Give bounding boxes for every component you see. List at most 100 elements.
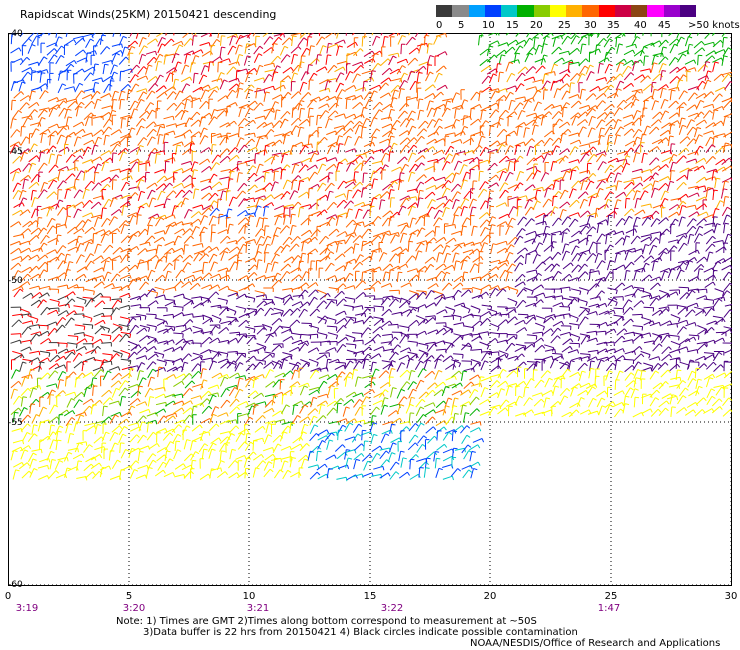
wind-barb-flag [181,141,184,146]
wind-barb [37,83,46,90]
wind-barb [199,296,210,300]
wind-barb-flag [695,158,698,163]
wind-barb-flag [514,111,518,116]
wind-barb-flag [363,292,367,296]
wind-barb [184,274,194,280]
wind-barb [47,309,57,315]
wind-barb [108,228,118,235]
wind-barb-flag [99,156,103,161]
wind-barb [639,190,646,200]
wind-barb-flag [40,87,43,92]
wind-barb [21,67,31,73]
wind-barb [153,236,163,244]
wind-barb [451,191,458,201]
wind-barb-flag [562,209,567,212]
wind-barb [191,49,202,55]
wind-barb-flag [106,46,111,50]
wind-barb-flag [82,307,84,312]
wind-barb [561,170,567,181]
wind-barb [92,82,96,93]
wind-barb-flag [689,260,694,263]
wind-barb-flag [222,190,227,193]
wind-barb-flag [617,180,623,183]
wind-barb-flag [51,217,56,221]
wind-barb-flag [463,302,466,307]
wind-barb [460,99,465,110]
wind-barb [335,162,340,173]
wind-barb-flag [677,120,680,125]
wind-barb-flag [67,188,72,191]
wind-barb [274,109,277,120]
wind-barb [407,171,412,182]
wind-barb-flag [53,54,58,58]
wind-barb [658,56,666,65]
wind-barb [146,56,155,66]
wind-barb [246,67,255,75]
wind-barb-flag [471,138,475,143]
wind-barb-flag [232,196,237,200]
wind-barb-flag [154,182,158,187]
wind-barb-flag [155,255,159,259]
wind-barb [209,273,220,279]
wind-barb [351,94,362,101]
wind-barb-flag [229,178,234,180]
wind-barb [264,156,273,163]
wind-barb-flag [398,68,401,74]
wind-barb-flag [721,106,725,111]
wind-barb [606,76,614,85]
wind-barb-plot [8,33,732,586]
wind-barb-flag [60,54,65,59]
wind-barb [325,163,335,171]
wind-barb-flag [352,219,357,224]
wind-barb [111,298,122,301]
wind-barb [200,112,210,120]
wind-barb-flag [47,129,51,134]
wind-barb [73,189,81,199]
wind-barb [712,208,716,219]
wind-barb [210,162,217,171]
wind-barb [677,305,688,308]
wind-barb-flag [265,205,270,208]
wind-barb-flag [102,207,107,209]
wind-barb-flag [183,134,186,139]
wind-barb [129,64,138,73]
wind-barb [489,140,498,148]
wind-barb-flag [592,146,597,151]
wind-barb [487,174,497,182]
wind-barb [236,68,247,73]
wind-barb-flag [371,70,376,72]
wind-barb-flag [723,55,728,58]
wind-barb-flag [642,209,646,214]
wind-barb [244,138,253,147]
wind-barb-flag [14,144,19,148]
wind-barb [138,45,145,55]
wind-barb [442,245,447,255]
wind-barb-flag [443,65,447,70]
wind-barb [678,125,683,135]
wind-barb-flag [707,79,712,83]
wind-barb [353,223,358,234]
wind-barb [660,99,665,109]
wind-barb-flag [331,144,336,148]
wind-barb [650,165,659,172]
wind-barb [632,110,638,120]
wind-barb [361,70,372,75]
wind-barb-flag [313,72,318,76]
wind-barb [146,248,157,252]
wind-barb [460,289,469,297]
wind-barb [226,240,237,244]
wind-barb-flag [90,38,95,42]
wind-barb [613,307,624,310]
wind-barb-flag [144,315,147,320]
wind-barb-flag [719,200,724,203]
wind-barb [514,281,524,288]
wind-barb-flag [525,195,528,200]
wind-barb-flag [342,283,347,288]
wind-barb-flag [113,197,118,200]
wind-barb-flag [189,76,193,81]
wind-barb [12,155,21,164]
wind-barb [435,202,444,210]
wind-barb-flag [339,143,344,145]
wind-barb-flag [251,138,255,143]
wind-barb-flag [419,98,424,101]
